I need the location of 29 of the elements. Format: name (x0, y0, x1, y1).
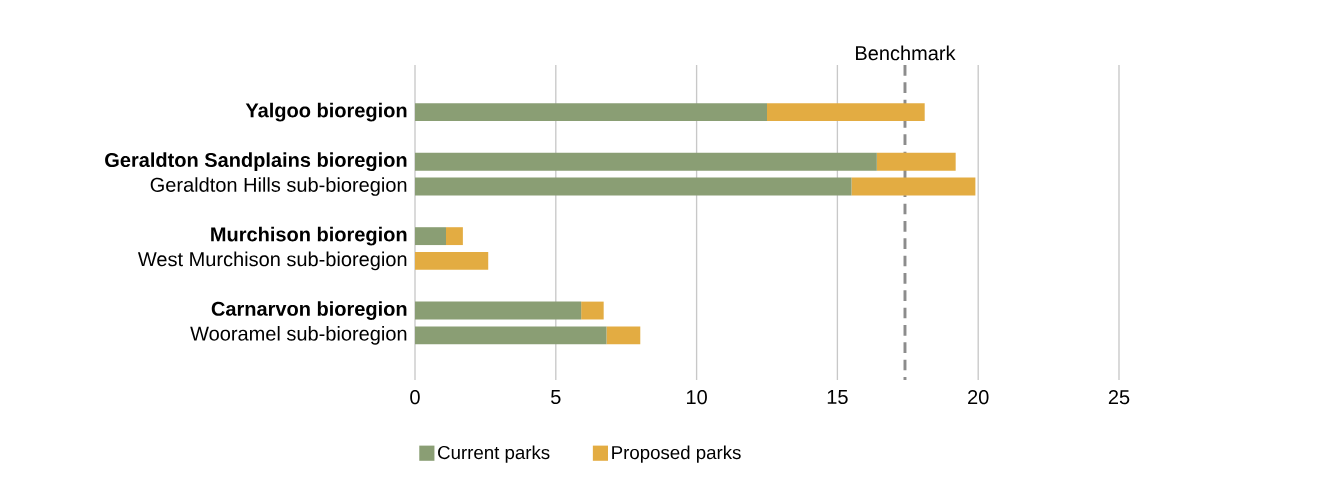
y-tick-label: Geraldton Sandplains bioregion (105, 152, 407, 172)
bar (415, 252, 489, 270)
bar (415, 301, 582, 320)
ref-line-label: Benchmark (856, 45, 956, 61)
bar (415, 326, 607, 345)
bar (415, 177, 852, 196)
bar (767, 103, 925, 122)
bar (415, 103, 767, 122)
bar (415, 227, 446, 246)
x-tick-label: 5 (551, 390, 561, 404)
x-tick-label: 25 (1108, 390, 1130, 405)
y-tick-label: West Murchison sub-bioregion (137, 251, 407, 271)
y-tick-label: Murchison bioregion (211, 226, 407, 246)
y-tick-label: Geraldton Hills sub-bioregion (150, 177, 407, 196)
bar (851, 177, 976, 196)
bar (445, 227, 463, 246)
bar (581, 301, 604, 320)
y-tick-label: Wooramel sub-bioregion (190, 326, 407, 345)
x-tick-label: 15 (827, 390, 848, 404)
legend-label: Current parks (438, 445, 550, 463)
bar (606, 326, 641, 345)
legend-label: Proposed parks (612, 445, 741, 463)
y-tick-label: Yalgoo bioregion (245, 102, 407, 122)
bar (415, 152, 877, 171)
x-tick-label: 10 (687, 390, 707, 405)
x-tick-label: 0 (410, 390, 420, 405)
bar (876, 152, 956, 171)
y-tick-label: Carnarvon bioregion (211, 301, 407, 320)
x-tick-label: 20 (968, 390, 989, 405)
